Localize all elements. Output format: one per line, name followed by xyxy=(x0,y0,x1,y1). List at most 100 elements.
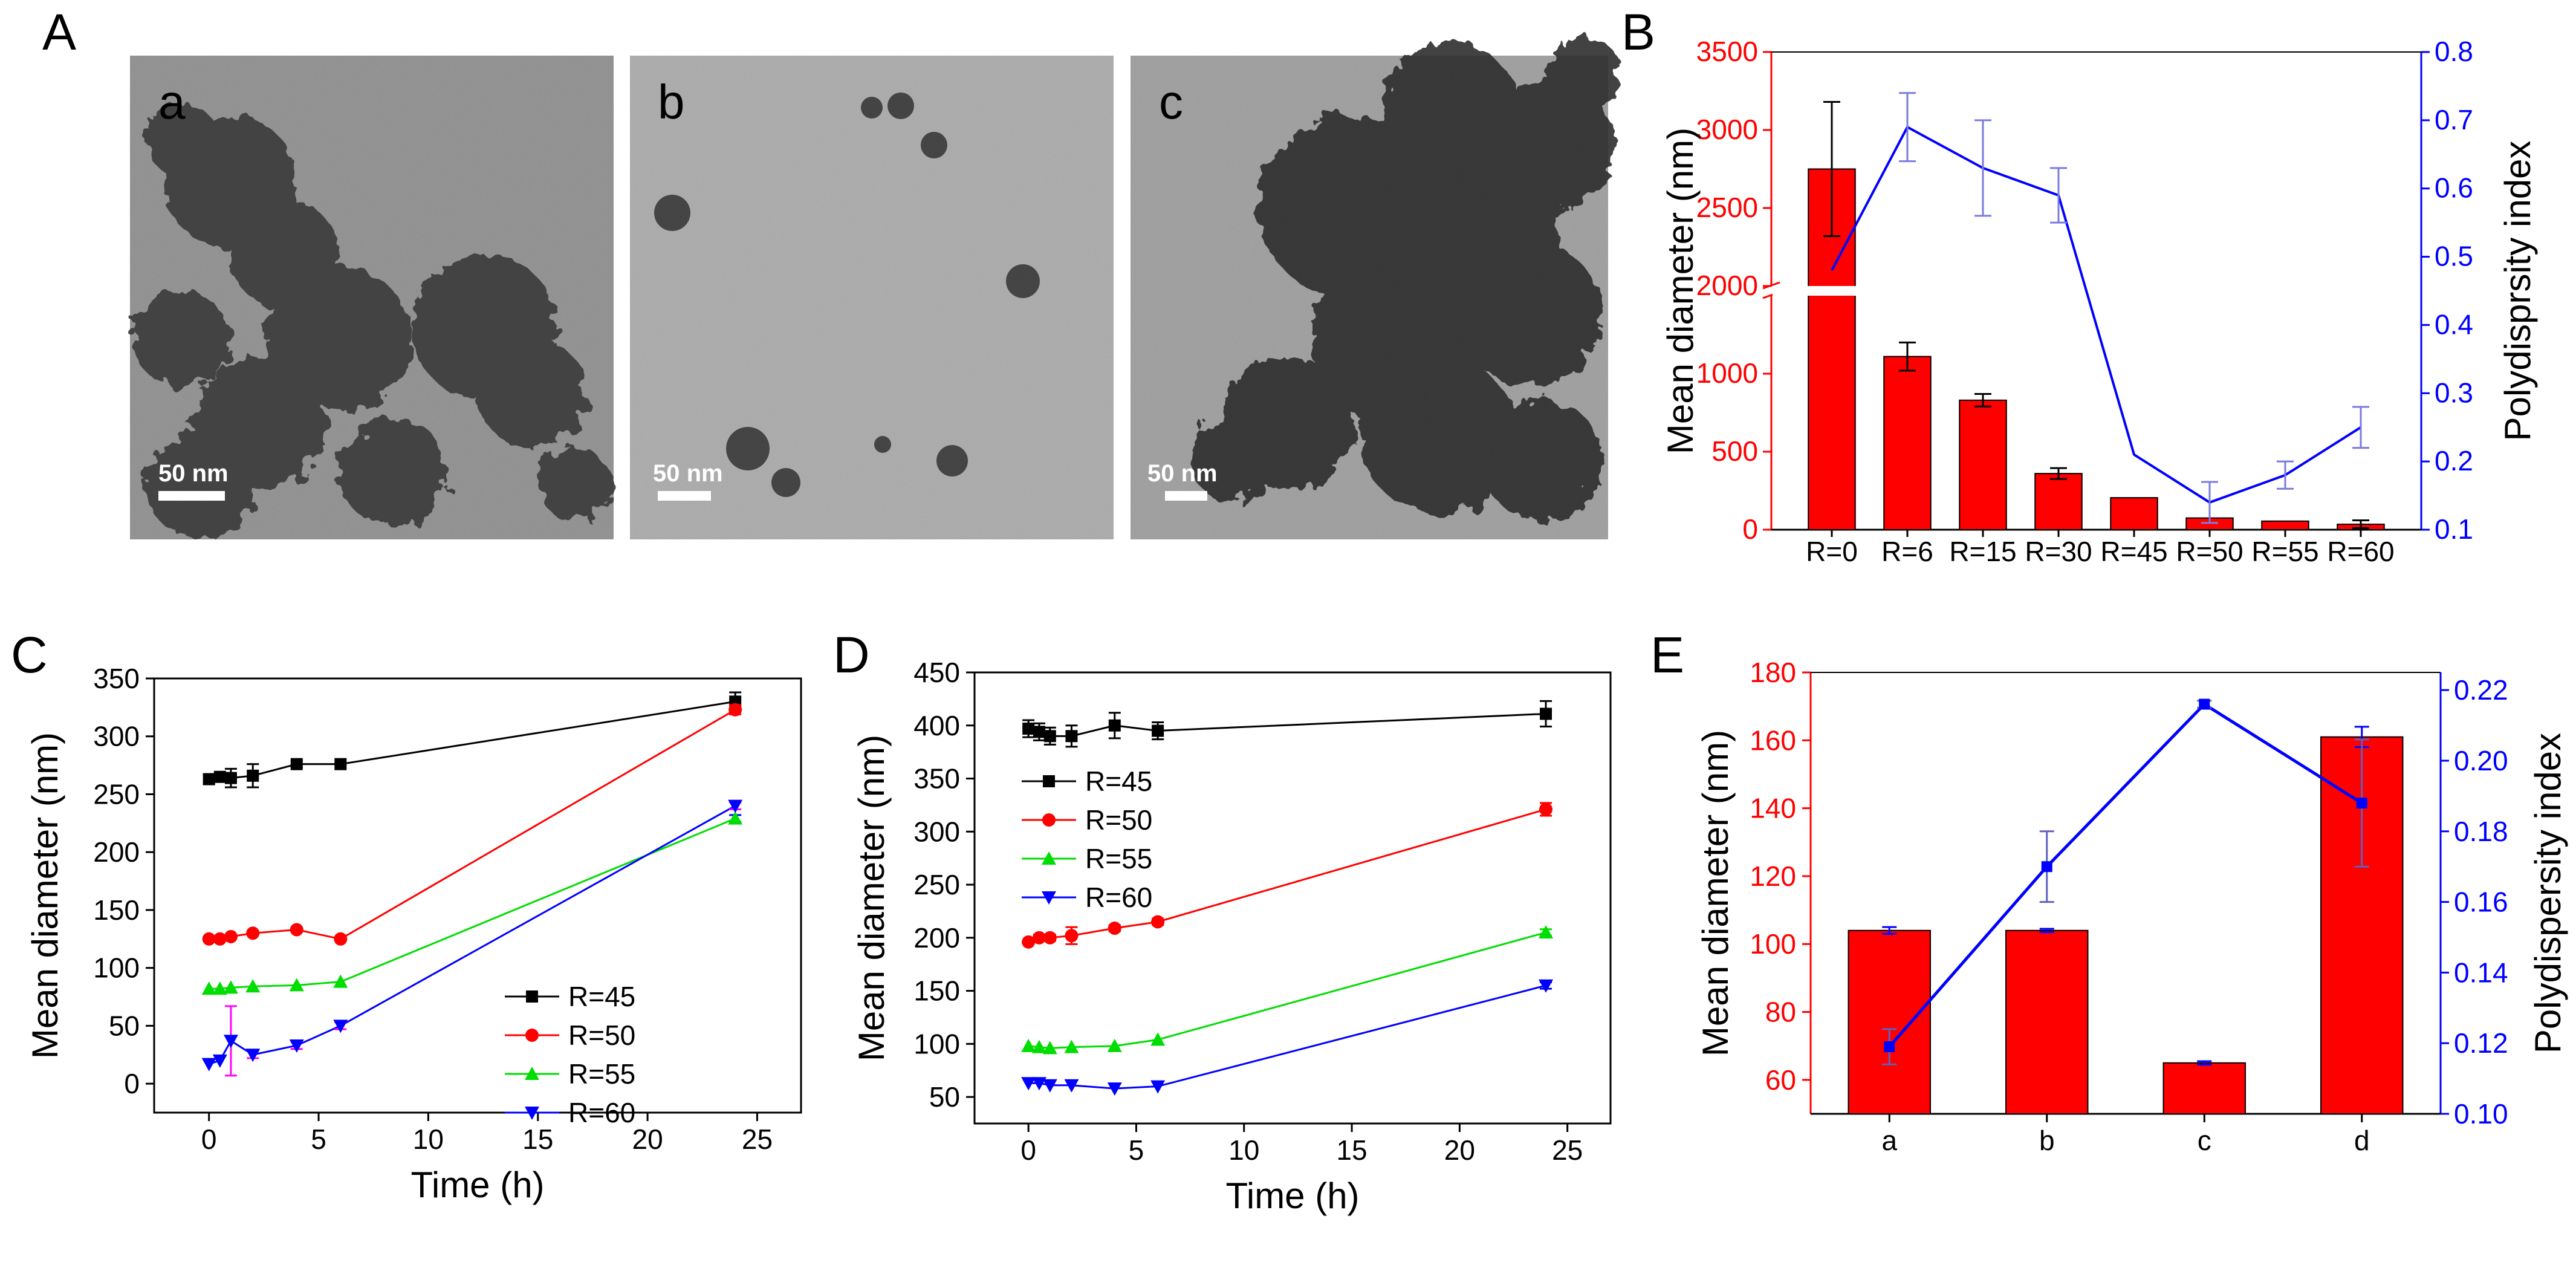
chart-d-data-point xyxy=(1108,922,1121,935)
chart-d-data-point xyxy=(1150,1080,1166,1094)
chart-b-break-gap xyxy=(1773,286,1857,296)
chart-b-bar-error xyxy=(1899,341,1916,372)
chart-b-bar-error xyxy=(1823,101,1840,237)
chart-c-data-point xyxy=(334,932,348,946)
chart-b-bar-error xyxy=(2050,467,2067,480)
chart-c-series-line-R=55 xyxy=(209,818,736,990)
chart-d-x-tick-label: 20 xyxy=(1444,1134,1475,1166)
chart-b-y-axis-label: Mean diameter (nm) xyxy=(1660,128,1701,454)
chart-c-x-tick-label: 10 xyxy=(413,1124,444,1155)
chart-b-pdi-error xyxy=(2201,481,2218,524)
chart-b-x-tick-label: R=0 xyxy=(1806,536,1858,567)
chart-c-legend-marker xyxy=(525,1107,539,1120)
chart-e-x-tick-label: a xyxy=(1881,1125,1897,1156)
chart-e-bar-error xyxy=(1882,926,1897,935)
chart-c-data-point xyxy=(212,1054,227,1068)
chart-d-data-point xyxy=(1031,1039,1046,1053)
chart-c-legend-marker xyxy=(525,1029,539,1042)
chart-d-series-line-R=55 xyxy=(1028,931,1546,1049)
chart-b-left-tick-label: 0 xyxy=(1742,513,1758,545)
chart-d-data-point xyxy=(1043,730,1056,743)
chart-c-data-point xyxy=(245,1049,261,1062)
panel-letter-b: B xyxy=(1621,4,1655,60)
chart-c-data-point xyxy=(224,929,238,943)
chart-e-left-tick-label: 80 xyxy=(1765,997,1796,1028)
tem-image-b: 50 nm b xyxy=(630,56,1114,539)
chart-c-y-tick-label: 150 xyxy=(93,894,140,926)
chart-b-bar xyxy=(2034,473,2083,530)
image-label-a: a xyxy=(158,75,186,129)
chart-e-right-tick-label: 0.12 xyxy=(2454,1027,2508,1059)
chart-c-y-tick-label: 250 xyxy=(93,778,140,810)
chart-e-right-tick-label: 0.20 xyxy=(2454,745,2508,776)
chart-c-data-point xyxy=(203,773,215,785)
chart-d-legend-marker xyxy=(1042,851,1056,865)
chart-b-right-tick-label: 0.6 xyxy=(2435,172,2473,204)
scale-bar-c xyxy=(1165,491,1207,501)
chart-d-data-point xyxy=(1031,1077,1046,1091)
chart-e-left-tick-label: 180 xyxy=(1750,657,1796,688)
chart-c-x-tick-label: 20 xyxy=(632,1124,663,1155)
chart-d-data-point xyxy=(1065,730,1078,743)
image-label-c: c xyxy=(1159,75,1183,129)
chart-e: 60 80 100 120 140 160 180 0.10 0.12 0.14 0.16 0.18 0… xyxy=(1695,657,2568,1156)
chart-d-data-point xyxy=(1107,1038,1122,1052)
chart-b-bar-error xyxy=(2352,519,2369,529)
chart-d-y-tick-label: 100 xyxy=(913,1028,960,1059)
chart-c-data-point xyxy=(247,769,259,782)
chart-d-y-tick-label: 300 xyxy=(913,816,960,847)
chart-b-left-tick-label: 3500 xyxy=(1696,36,1758,67)
chart-d-y-tick-label: 250 xyxy=(913,869,960,900)
chart-b-x-tick-label: R=60 xyxy=(2327,536,2394,567)
chart-c-data-point xyxy=(212,981,227,995)
chart-e-x-tick-label: c xyxy=(2198,1125,2211,1156)
chart-b-pdi-error xyxy=(2277,460,2294,490)
chart-c-data-point xyxy=(201,981,216,995)
chart-b-left-tick-label: 2500 xyxy=(1696,192,1758,223)
chart-d-legend-label: R=55 xyxy=(1085,843,1152,874)
chart-b-right-tick-label: 0.8 xyxy=(2435,36,2473,67)
chart-b-pdi-error xyxy=(2050,167,2067,224)
chart-e-right-tick-label: 0.18 xyxy=(2454,816,2508,847)
chart-e-pdi-point xyxy=(2356,798,2367,809)
tem-image-a: 50 nm a xyxy=(130,56,614,539)
chart-d-data-point xyxy=(1032,931,1046,945)
chart-b-right-tick-label: 0.5 xyxy=(2435,241,2473,272)
chart-c-data-point xyxy=(728,799,743,813)
chart-d-y-tick-label: 150 xyxy=(913,975,960,1007)
chart-b-bar xyxy=(2110,497,2158,530)
chart-d-y-tick-label: 400 xyxy=(913,710,960,741)
chart-d-series-line-R=45 xyxy=(1028,712,1546,737)
scale-bar-label-b: 50 nm xyxy=(653,460,723,487)
chart-d-data-point xyxy=(1021,1077,1036,1091)
chart-c-series-line-R=60 xyxy=(209,805,736,1065)
chart-d-data-point xyxy=(1042,1041,1057,1055)
chart-c-y-tick-label: 100 xyxy=(93,952,140,984)
chart-b-bar xyxy=(1959,399,2007,530)
chart-e-bar xyxy=(2162,1062,2246,1115)
chart-e-left-tick-label: 120 xyxy=(1750,860,1796,892)
chart-d-x-tick-label: 10 xyxy=(1228,1134,1259,1166)
chart-d-x-tick-label: 15 xyxy=(1336,1134,1367,1166)
chart-c-data-point xyxy=(201,1058,216,1072)
chart-c-x-tick-label: 25 xyxy=(742,1124,773,1155)
chart-c-data-point xyxy=(289,1039,304,1053)
chart-c-data-point xyxy=(333,1019,348,1033)
chart-b-x-tick-label: R=15 xyxy=(1949,536,2016,567)
chart-c-data-point xyxy=(290,923,303,937)
chart-e-bar-error xyxy=(2039,928,2054,934)
chart-e-x-tick-label: b xyxy=(2039,1125,2055,1156)
chart-b-left-tick-label: 500 xyxy=(1711,435,1758,467)
chart-d-data-point xyxy=(1539,925,1554,939)
chart-b-pdi-line xyxy=(1831,125,2362,504)
chart-d-data-point xyxy=(1033,726,1045,738)
chart-e-right-tick-label: 0.16 xyxy=(2454,886,2508,918)
image-label-b: b xyxy=(658,75,685,129)
chart-c-data-point xyxy=(224,772,237,784)
chart-c-data-point xyxy=(246,926,260,940)
chart-d-data-point xyxy=(1064,1079,1079,1093)
chart-d-data-point xyxy=(1107,1082,1122,1096)
chart-b-x-tick-label: R=30 xyxy=(2025,536,2092,567)
